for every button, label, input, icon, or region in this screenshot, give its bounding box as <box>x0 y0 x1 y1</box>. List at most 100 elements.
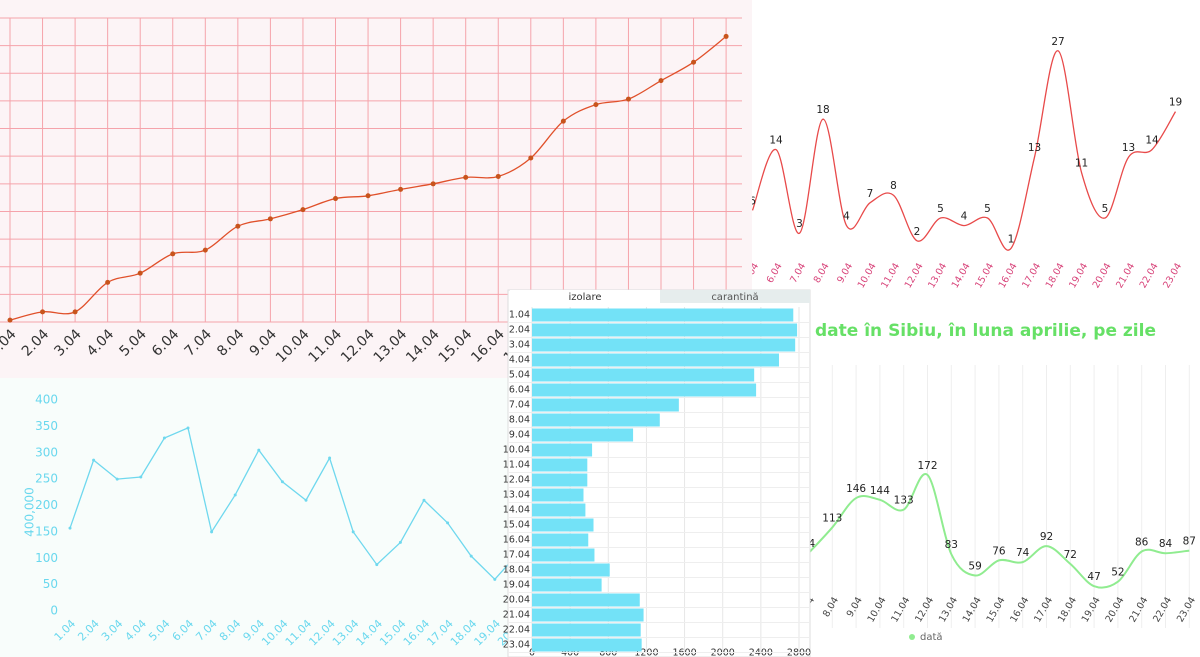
bar <box>532 443 593 457</box>
data-line <box>69 427 519 581</box>
bar <box>532 563 610 577</box>
bar <box>532 323 798 337</box>
data-point <box>105 279 111 285</box>
data-point <box>72 309 78 315</box>
data-point <box>463 174 469 180</box>
data-point <box>446 521 450 525</box>
data-point <box>398 540 402 544</box>
y-tick-label: 6.04 <box>509 385 530 396</box>
tab-label: carantină <box>711 292 758 303</box>
x-tick-label: 22.04 <box>1138 261 1161 290</box>
data-point <box>495 173 501 179</box>
data-point <box>333 196 338 202</box>
y-tick-label: 350 <box>35 419 58 433</box>
data-label: 13 <box>1122 142 1135 154</box>
data-label: 47 <box>1087 571 1100 583</box>
y-tick-label: 200 <box>35 498 58 512</box>
data-label: 5 <box>1102 203 1109 215</box>
x-tick-label: 10.04 <box>856 261 879 290</box>
x-tick-label: 18.04 <box>1044 261 1067 290</box>
data-label: 5 <box>984 203 991 215</box>
x-tick-label: 6.04 <box>765 261 785 285</box>
data-point <box>398 186 404 192</box>
data-point <box>235 223 241 229</box>
x-tick-label: 21.04 <box>1114 261 1137 290</box>
x-tick-label: 16.04 <box>997 261 1020 290</box>
y-tick-label: 150 <box>35 524 58 538</box>
x-tick-label: 12.04 <box>903 261 926 290</box>
tab <box>510 290 660 303</box>
x-tick-label: 23.04 <box>1161 261 1184 290</box>
data-point <box>40 309 46 315</box>
data-label: 146 <box>846 483 866 495</box>
x-tick-label: 19.04 <box>1067 261 1090 290</box>
data-point <box>430 181 436 187</box>
y-tick-label: 11.04 <box>503 460 530 471</box>
data-point <box>375 563 379 567</box>
data-point <box>202 247 208 253</box>
legend-label: dată <box>920 632 943 643</box>
tab-label: izolare <box>568 292 601 303</box>
y-tick-label: 300 <box>35 445 58 459</box>
data-label: 3 <box>796 218 803 230</box>
data-point <box>280 480 284 484</box>
x-tick-label: 14.04 <box>950 261 973 290</box>
y-tick-label: 16.04 <box>503 535 530 546</box>
data-point <box>422 498 426 502</box>
bar <box>532 578 602 592</box>
panel-background <box>810 360 1200 657</box>
data-label: 59 <box>968 560 981 572</box>
data-point <box>7 317 13 323</box>
data-label: 74 <box>1016 547 1030 559</box>
data-point <box>469 554 473 558</box>
data-point <box>560 118 566 124</box>
x-tick-label: 11.04 <box>879 261 902 290</box>
y-tick-label: 4.04 <box>509 355 530 366</box>
bar <box>532 548 595 562</box>
data-label: 52 <box>1111 567 1124 579</box>
data-label: 27 <box>1051 36 1064 48</box>
data-label: 113 <box>822 512 842 524</box>
data-point <box>593 102 599 108</box>
data-label: 4 <box>961 211 968 223</box>
bar <box>532 473 588 487</box>
y-tick-label: 19.04 <box>503 580 530 591</box>
y-tick-label: 15.04 <box>503 520 530 531</box>
y-tick-label: 20.04 <box>503 595 530 606</box>
x-tick-label: 20.04 <box>1091 261 1114 290</box>
data-point <box>92 458 96 462</box>
data-label: 172 <box>917 460 937 472</box>
y-tick-label: 12.04 <box>503 475 530 486</box>
data-point <box>351 530 355 534</box>
y-tick-label: 50 <box>43 577 58 591</box>
bar <box>532 533 589 547</box>
bar <box>532 488 584 502</box>
data-label: 8 <box>890 180 897 192</box>
bar <box>532 413 660 427</box>
data-label: 86 <box>1135 536 1149 548</box>
data-point <box>493 577 497 581</box>
y-tick-label: 5.04 <box>509 370 530 381</box>
data-label: 1 <box>1008 233 1015 245</box>
data-label: 5 <box>937 203 944 215</box>
data-point <box>304 498 308 502</box>
bar <box>532 383 757 397</box>
y-axis-title: 400,000 <box>23 487 37 537</box>
y-tick-label: 8.04 <box>509 415 530 426</box>
bar <box>532 428 634 442</box>
data-point <box>625 96 631 102</box>
data-point <box>139 475 143 479</box>
bar <box>532 623 641 637</box>
data-label: 18 <box>816 104 829 116</box>
data-point <box>186 426 190 430</box>
panel-background <box>0 378 508 657</box>
y-tick-label: 21.04 <box>503 610 530 621</box>
data-point <box>115 477 119 481</box>
data-point <box>68 526 72 530</box>
data-point <box>257 448 261 452</box>
bar <box>532 608 644 622</box>
data-label: 14 <box>1145 135 1159 147</box>
data-label: 84 <box>1159 538 1173 550</box>
data-point <box>328 456 332 460</box>
